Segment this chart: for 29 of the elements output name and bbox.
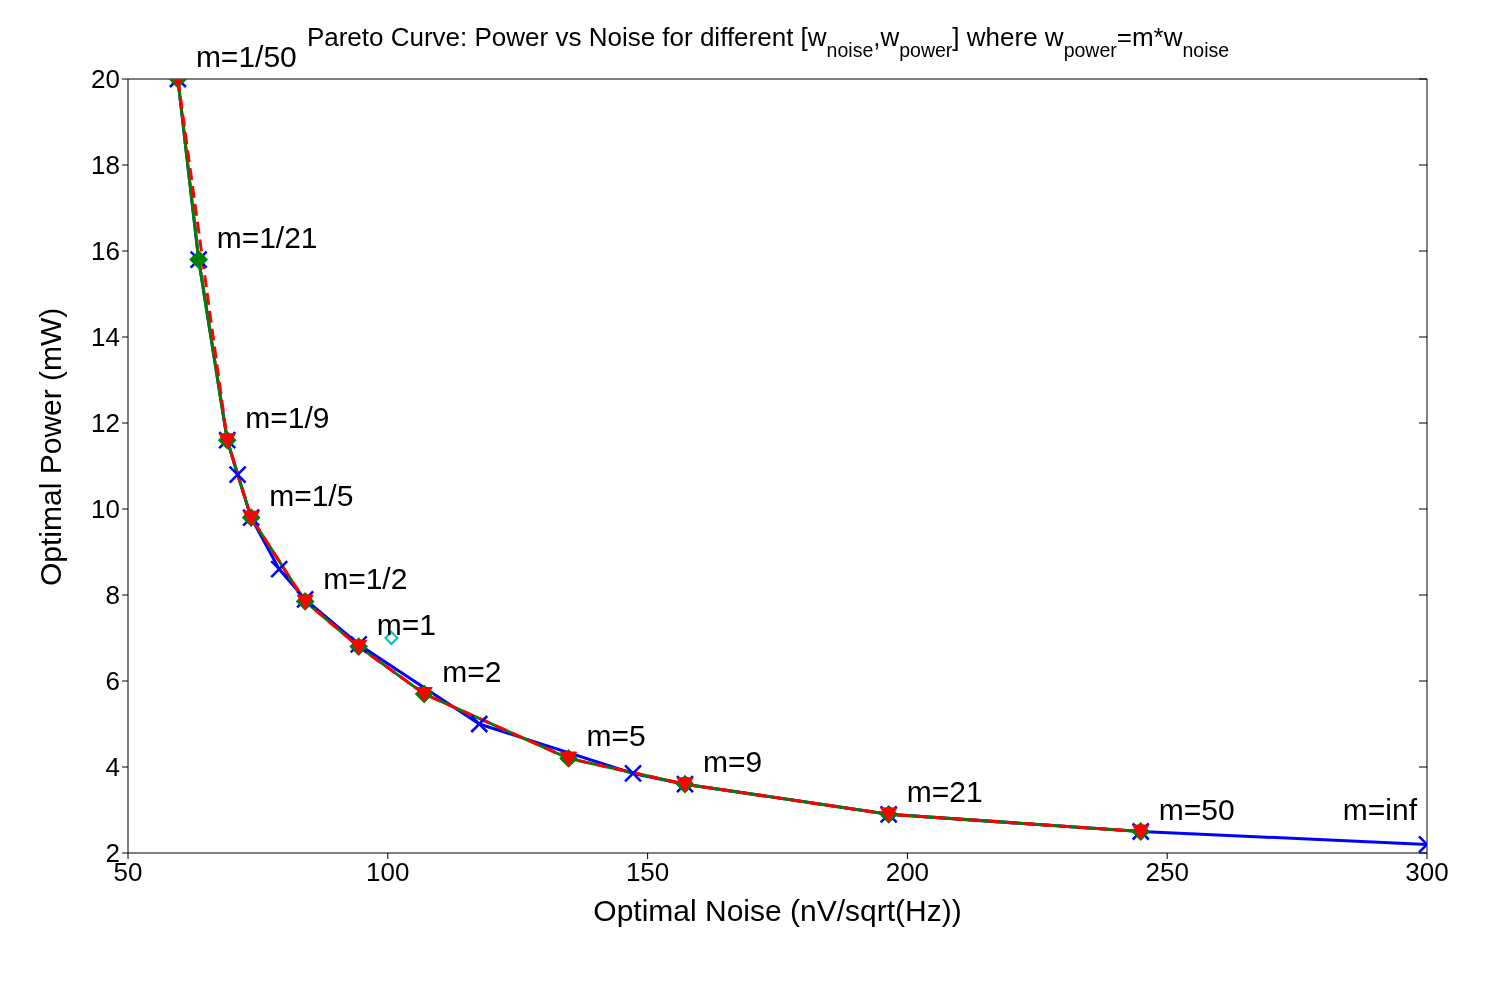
- annotation: m=9: [703, 745, 763, 779]
- x-tick-label: 150: [625, 857, 670, 888]
- annotation: m=1/2: [323, 562, 408, 596]
- y-tick-label: 20: [91, 64, 120, 95]
- annotation: m=21: [906, 775, 983, 809]
- annotation: m=2: [442, 654, 502, 688]
- annotation: m=1/50: [195, 40, 297, 73]
- y-tick-label: 16: [91, 236, 120, 267]
- y-tick-label: 12: [91, 408, 120, 439]
- y-tick-label: 14: [91, 322, 120, 353]
- annotation: m=inf: [1342, 793, 1418, 827]
- chart-title: Pareto Curve: Power vs Noise for different [w$_{noise}$,w$_{power}$] where w$_{power}$=m*w$_{noise}$: [306, 22, 1230, 61]
- y-tick-label: 10: [91, 494, 120, 525]
- y-axis-title: Optimal Power (mW): [33, 307, 67, 586]
- annotation: m=1/5: [269, 478, 354, 512]
- x-tick-label: 300: [1405, 857, 1449, 888]
- annotation: m=50: [1158, 792, 1235, 826]
- y-tick-label: 18: [91, 150, 120, 181]
- y-tick-label: 6: [105, 666, 120, 697]
- x-tick-label: 100: [366, 857, 410, 888]
- x-axis-title: Optimal Noise (nV/sqrt(Hz)): [593, 894, 962, 927]
- y-tick-label: 8: [105, 580, 120, 611]
- x-tick-label: 200: [885, 857, 930, 888]
- annotation: m=5: [586, 719, 646, 753]
- annotation: m=1/21: [216, 220, 318, 254]
- x-tick-label: 250: [1145, 857, 1189, 888]
- annotation: m=1/9: [245, 401, 330, 435]
- annotation: m=1: [376, 607, 436, 641]
- y-tick-label: 4: [105, 752, 120, 783]
